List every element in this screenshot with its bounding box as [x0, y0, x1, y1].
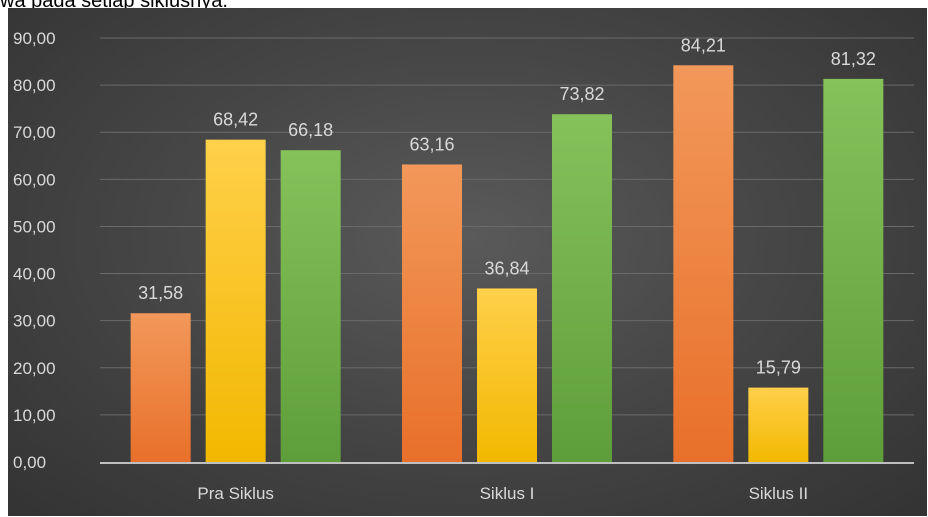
category-label: Siklus I: [480, 484, 535, 503]
bar-chart: 0,00 10,00 20,00 30,00 40,00 50,00 60,00 70,00 8…: [13, 29, 914, 503]
category-label: Pra Siklus: [197, 484, 274, 503]
data-label: 15,79: [756, 358, 801, 378]
bar-pra-siklus-series-2: [205, 139, 266, 462]
data-label: 68,42: [213, 110, 258, 130]
bar-siklus-ii-series-3: [823, 78, 884, 462]
chart-panel: 0,00 10,00 20,00 30,00 40,00 50,00 60,00 70,00 8…: [8, 8, 927, 516]
bar-siklus-i-series-3: [552, 114, 612, 463]
data-labels: 31,58 68,42 66,18 63,16 36,84 73,82 84,21 15,79…: [138, 35, 876, 377]
data-label: 66,18: [288, 120, 333, 140]
data-label: 84,21: [681, 35, 726, 55]
bar-siklus-i-series-2: [477, 288, 537, 462]
y-tick-label: 80,00: [13, 76, 56, 95]
y-tick-label: 10,00: [13, 406, 56, 425]
data-label: 81,32: [831, 49, 876, 69]
y-tick-label: 90,00: [13, 29, 56, 48]
bar-siklus-ii-series-1: [673, 65, 734, 462]
data-label: 31,58: [138, 283, 183, 303]
data-label: 73,82: [559, 84, 604, 104]
category-label: Siklus II: [749, 484, 809, 503]
y-tick-label: 30,00: [13, 312, 56, 331]
bars: [130, 65, 884, 463]
y-axis-tick-labels: 0,00 10,00 20,00 30,00 40,00 50,00 60,00 70,00 8…: [13, 29, 56, 472]
bar-siklus-ii-series-2: [748, 387, 809, 462]
y-tick-label: 50,00: [13, 217, 56, 236]
y-tick-label: 0,00: [13, 453, 46, 472]
y-tick-label: 20,00: [13, 359, 56, 378]
bar-siklus-i-series-1: [402, 164, 462, 462]
bar-pra-siklus-series-1: [130, 313, 191, 462]
data-label: 63,16: [409, 134, 454, 154]
y-tick-label: 70,00: [13, 123, 56, 142]
y-tick-label: 40,00: [13, 265, 56, 284]
y-tick-label: 60,00: [13, 170, 56, 189]
category-labels: Pra Siklus Siklus I Siklus II: [197, 484, 808, 503]
bar-pra-siklus-series-3: [280, 150, 341, 462]
data-label: 36,84: [484, 258, 529, 278]
